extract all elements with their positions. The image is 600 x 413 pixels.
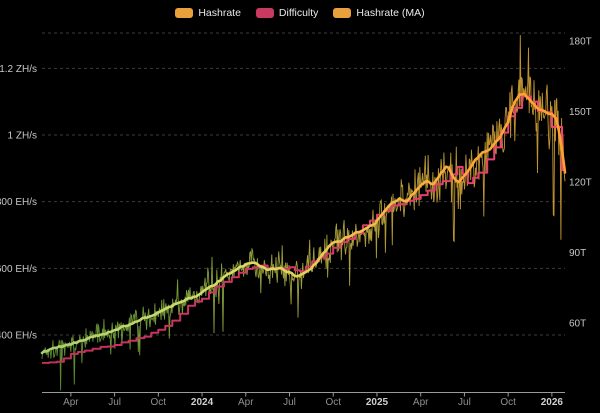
- x-axis-tick-label: 2025: [366, 397, 389, 408]
- x-axis-tick-label: Apr: [238, 397, 254, 408]
- legend-item-hashrate[interactable]: Hashrate: [175, 7, 241, 19]
- hashrate-series-line: [41, 35, 566, 391]
- y-axis-left-tick-label: 1 ZH/s: [8, 131, 37, 142]
- legend-label-difficulty: Difficulty: [278, 7, 319, 19]
- hashrate-ma-series-line: [40, 92, 567, 355]
- y-axis-right-tick-label: 90T: [569, 248, 586, 259]
- x-axis-tick-label: Jul: [108, 397, 121, 408]
- x-axis-tick-label: Apr: [63, 397, 79, 408]
- y-axis-right-tick-label: 150T: [569, 107, 592, 118]
- x-axis-tick-label: Oct: [151, 397, 167, 408]
- x-axis-tick-label: Apr: [413, 397, 429, 408]
- y-axis-right-tick-label: 180T: [569, 36, 592, 47]
- difficulty-swatch-icon: [255, 8, 274, 18]
- x-axis-tick-label: Jul: [458, 397, 471, 408]
- x-axis-tick-label: 2024: [191, 397, 214, 408]
- x-axis-tick-label: 2026: [541, 397, 564, 408]
- hashrate-ma-swatch-icon: [333, 8, 352, 18]
- y-axis-left-tick-label: 400 EH/s: [0, 331, 37, 342]
- y-axis-right-tick-label: 120T: [569, 177, 592, 188]
- y-axis-left-tick-label: 1.2 ZH/s: [0, 64, 37, 75]
- legend-item-hashrate-ma[interactable]: Hashrate (MA): [333, 7, 425, 19]
- y-axis-left-tick-label: 800 EH/s: [0, 197, 37, 208]
- difficulty-series-line: [42, 95, 565, 364]
- y-axis-right-tick-label: 60T: [569, 318, 586, 329]
- y-axis-left-tick-label: 600 EH/s: [0, 264, 37, 275]
- legend-label-hashrate: Hashrate: [198, 7, 241, 19]
- legend-label-hashrate-ma: Hashrate (MA): [356, 7, 425, 19]
- x-axis-tick-label: Jul: [283, 397, 296, 408]
- legend-item-difficulty[interactable]: Difficulty: [255, 7, 319, 19]
- chart-legend: Hashrate Difficulty Hashrate (MA): [0, 7, 600, 19]
- x-axis-tick-label: Oct: [325, 397, 341, 408]
- hashrate-swatch-icon: [175, 8, 194, 18]
- x-axis-tick-label: Oct: [500, 397, 516, 408]
